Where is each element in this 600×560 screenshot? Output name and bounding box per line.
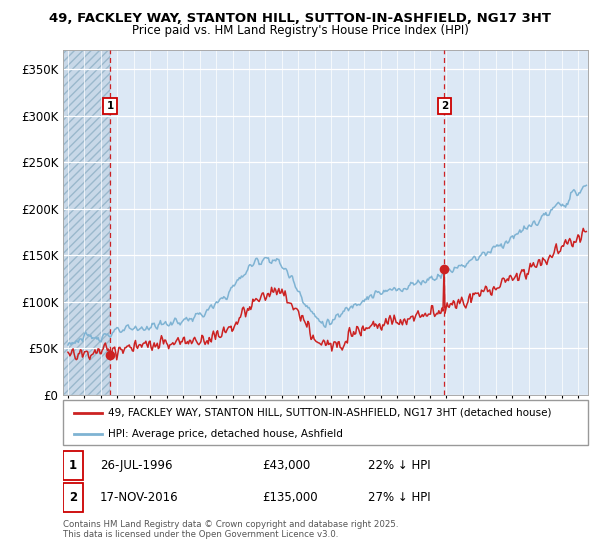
FancyBboxPatch shape <box>63 451 83 480</box>
Text: 17-NOV-2016: 17-NOV-2016 <box>100 491 178 505</box>
Text: 26-JUL-1996: 26-JUL-1996 <box>100 459 172 472</box>
Text: £135,000: £135,000 <box>263 491 318 505</box>
Text: Contains HM Land Registry data © Crown copyright and database right 2025.
This d: Contains HM Land Registry data © Crown c… <box>63 520 398 539</box>
FancyBboxPatch shape <box>63 483 83 512</box>
Text: 1: 1 <box>107 101 114 111</box>
FancyBboxPatch shape <box>63 400 588 445</box>
Text: £43,000: £43,000 <box>263 459 311 472</box>
Text: Price paid vs. HM Land Registry's House Price Index (HPI): Price paid vs. HM Land Registry's House … <box>131 24 469 37</box>
Text: 49, FACKLEY WAY, STANTON HILL, SUTTON-IN-ASHFIELD, NG17 3HT (detached house): 49, FACKLEY WAY, STANTON HILL, SUTTON-IN… <box>107 408 551 418</box>
Text: 1: 1 <box>69 459 77 472</box>
Text: 2: 2 <box>441 101 448 111</box>
Text: 49, FACKLEY WAY, STANTON HILL, SUTTON-IN-ASHFIELD, NG17 3HT: 49, FACKLEY WAY, STANTON HILL, SUTTON-IN… <box>49 12 551 25</box>
Text: 22% ↓ HPI: 22% ↓ HPI <box>367 459 430 472</box>
Bar <box>60 50 110 395</box>
Text: HPI: Average price, detached house, Ashfield: HPI: Average price, detached house, Ashf… <box>107 429 343 439</box>
Text: 27% ↓ HPI: 27% ↓ HPI <box>367 491 430 505</box>
Text: 2: 2 <box>69 491 77 505</box>
